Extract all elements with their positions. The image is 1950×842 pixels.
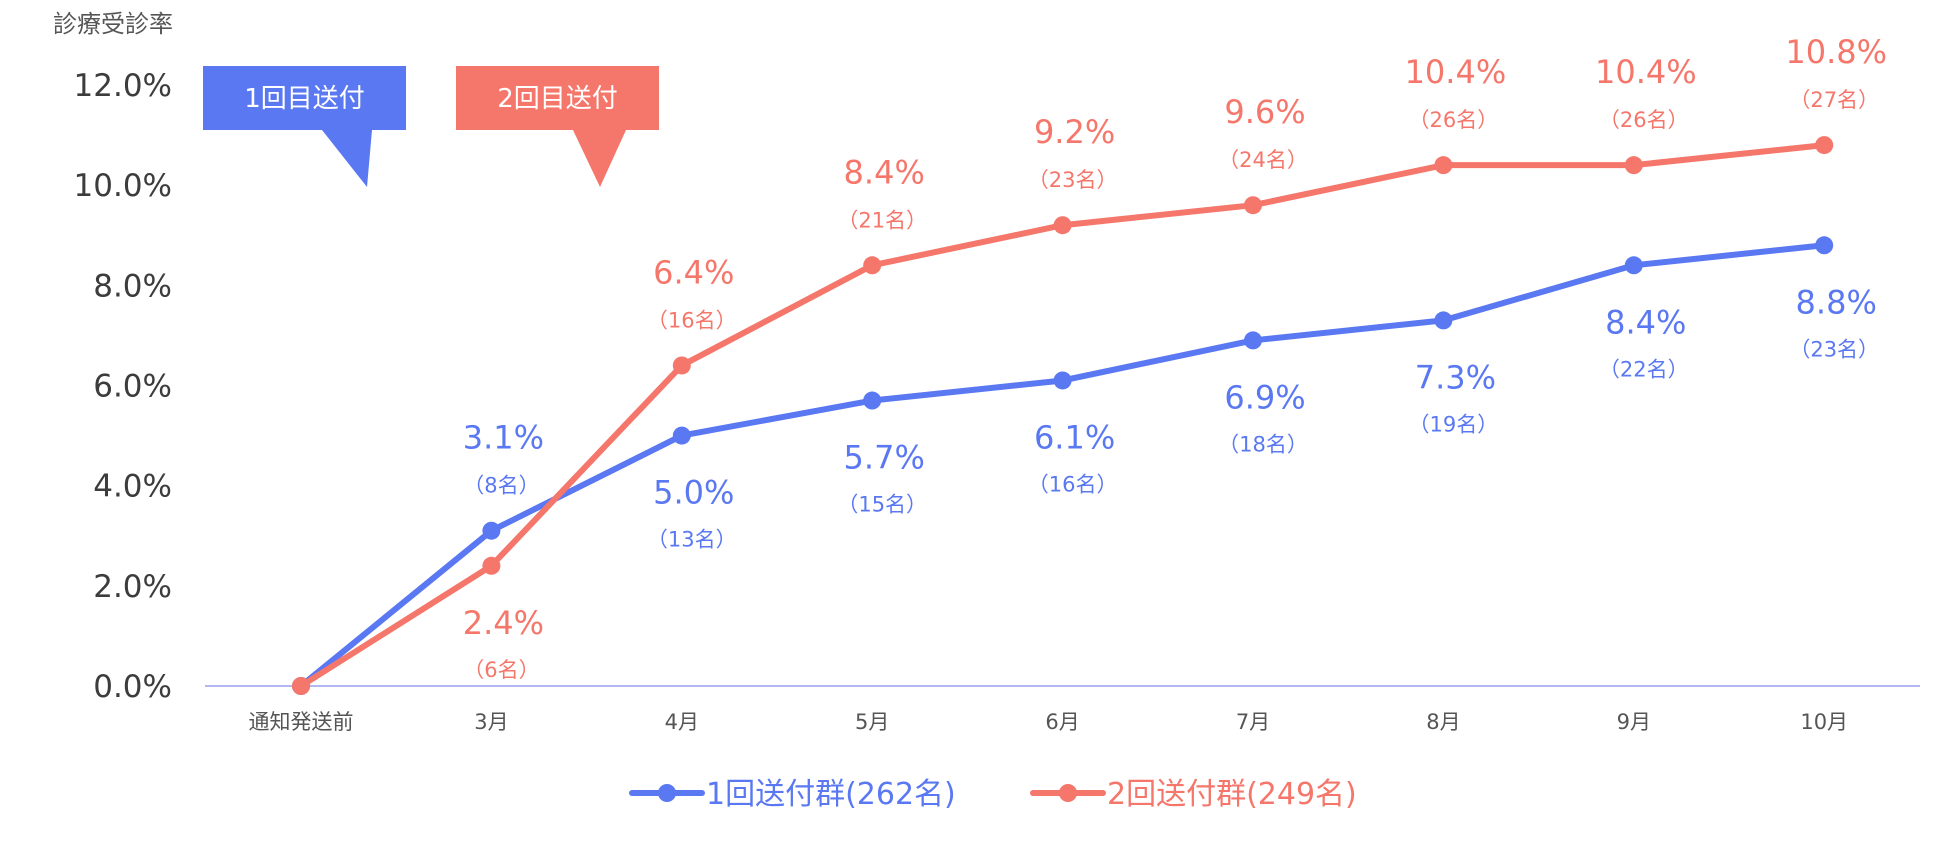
data-label-count: （16名） <box>1028 472 1118 496</box>
data-label-count: （22名） <box>1599 357 1689 381</box>
data-point <box>482 556 501 575</box>
data-label-count: （24名） <box>1218 148 1308 172</box>
data-point <box>482 521 501 540</box>
data-point <box>1434 156 1453 175</box>
x-tick-label: 7月 <box>1236 710 1270 734</box>
data-point <box>1624 256 1643 275</box>
axes-layer: 診療受診率 0.0% 2.0% 4.0% 6.0% 8.0% 10.0% 12.0% 通知発送前… <box>53 10 1920 734</box>
data-label-count: （27名） <box>1789 88 1879 112</box>
y-tick-label: 12.0% <box>74 68 172 104</box>
y-tick-label: 2.0% <box>93 569 172 605</box>
data-label-count: （13名） <box>647 528 737 552</box>
data-label-count: （18名） <box>1218 432 1308 456</box>
y-axis-label: 診療受診率 <box>53 10 173 38</box>
data-label-percent: 6.4% <box>653 253 734 291</box>
callout-text: 1回目送付 <box>244 84 365 114</box>
x-tick-label: 5月 <box>855 710 889 734</box>
x-tick-label: 3月 <box>474 710 508 734</box>
data-label-percent: 5.7% <box>844 439 925 477</box>
legend: 1回送付群(262名) 2回送付群(249名) <box>629 777 1357 812</box>
data-label-count: （6名） <box>463 658 539 682</box>
data-label-percent: 8.4% <box>1605 303 1686 341</box>
data-label-count: （21名） <box>837 208 927 232</box>
data-point <box>1624 156 1643 175</box>
data-labels-layer: 3.1% （8名） 5.0% （13名） 5.7% （15名） 6.1% （16名） 6.9% （… <box>463 33 1887 682</box>
data-label-count: （23名） <box>1789 337 1879 361</box>
data-point <box>1244 196 1262 215</box>
data-point <box>1053 216 1072 235</box>
data-label-percent: 10.4% <box>1595 53 1697 91</box>
data-label-percent: 7.3% <box>1415 358 1496 396</box>
data-label-percent: 5.0% <box>653 474 734 512</box>
data-label-count: （8名） <box>463 474 539 498</box>
data-label-percent: 2.4% <box>463 604 544 642</box>
data-point <box>1434 311 1453 330</box>
data-point <box>1244 331 1262 350</box>
series-layer <box>292 136 1834 695</box>
data-point <box>1815 136 1834 155</box>
data-label-percent: 8.8% <box>1796 283 1877 321</box>
data-point <box>863 391 882 410</box>
callout-box <box>456 66 659 187</box>
callouts-layer: 1回目送付 2回目送付 <box>203 66 659 187</box>
legend-label: 2回送付群(249名) <box>1107 777 1357 812</box>
data-label-percent: 6.1% <box>1034 418 1115 456</box>
x-tick-label: 8月 <box>1426 710 1460 734</box>
data-label-percent: 9.6% <box>1224 93 1305 131</box>
x-tick-label: 9月 <box>1617 710 1651 734</box>
data-label-percent: 10.4% <box>1405 53 1507 91</box>
data-point <box>1053 371 1072 390</box>
x-tick-label: 6月 <box>1045 710 1079 734</box>
data-label-percent: 3.1% <box>463 419 544 457</box>
data-label-count: （19名） <box>1409 412 1499 436</box>
data-label-percent: 9.2% <box>1034 113 1115 151</box>
y-tick-label: 6.0% <box>93 369 172 405</box>
callout-text: 2回目送付 <box>497 84 618 114</box>
x-tick-label: 4月 <box>665 710 699 734</box>
y-tick-label: 8.0% <box>93 268 172 304</box>
x-tick-label: 通知発送前 <box>249 710 354 734</box>
legend-label: 1回送付群(262名) <box>706 777 956 812</box>
data-point <box>672 356 691 375</box>
data-label-percent: 8.4% <box>844 153 925 191</box>
data-label-count: （23名） <box>1028 168 1118 192</box>
y-tick-label: 10.0% <box>74 168 172 204</box>
y-tick-label: 0.0% <box>93 669 172 705</box>
callout-box <box>203 66 406 187</box>
legend-marker <box>658 784 676 802</box>
y-tick-label: 4.0% <box>93 469 172 505</box>
data-label-count: （26名） <box>1409 108 1499 132</box>
data-point <box>672 426 691 445</box>
legend-marker <box>1059 784 1077 802</box>
data-point <box>292 677 310 695</box>
x-tick-label: 10月 <box>1800 710 1848 734</box>
data-label-count: （15名） <box>837 493 927 517</box>
data-label-percent: 6.9% <box>1224 378 1305 416</box>
data-label-count: （26名） <box>1599 108 1689 132</box>
data-point <box>863 256 882 275</box>
data-label-count: （16名） <box>647 308 737 332</box>
data-point <box>1815 236 1834 255</box>
data-label-percent: 10.8% <box>1785 33 1887 71</box>
